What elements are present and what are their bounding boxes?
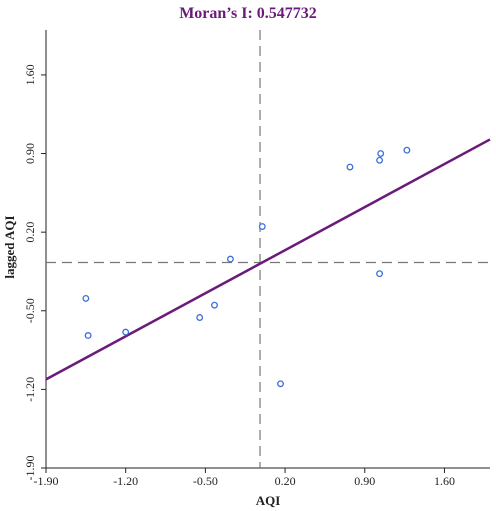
data-point [403, 146, 411, 154]
data-point [377, 150, 385, 157]
data-point [122, 328, 130, 336]
x-tick-label: -0.50 [193, 474, 218, 488]
x-tick-label: -1.90 [34, 474, 59, 488]
y-tick-label: -1.20 [23, 377, 37, 402]
data-point [376, 270, 384, 278]
data-point [84, 332, 92, 339]
y-tick-label: -0.50 [23, 298, 37, 323]
x-tick-label: 1.60 [434, 474, 455, 488]
x-tick-label: 0.20 [275, 474, 296, 488]
y-tick-label: -1.90 [23, 456, 37, 481]
x-tick-label: -1.20 [113, 474, 138, 488]
data-point [376, 156, 384, 164]
chart-title: Moran’s I: 0.547732 [179, 5, 317, 22]
x-axis-label: AQI [256, 493, 281, 508]
data-point [258, 223, 266, 230]
y-tick-label: 0.20 [23, 222, 37, 243]
data-point [82, 294, 90, 302]
x-tick-label: 0.90 [354, 474, 375, 488]
data-point [226, 255, 234, 263]
y-tick-label: 0.90 [23, 143, 37, 164]
data-point [211, 301, 218, 309]
regression-line [45, 138, 491, 381]
y-tick-label: 1.60 [23, 64, 37, 85]
data-point [346, 163, 354, 171]
data-point [196, 314, 204, 321]
data-point [277, 380, 284, 388]
y-axis-label: lagged AQI [2, 215, 17, 278]
